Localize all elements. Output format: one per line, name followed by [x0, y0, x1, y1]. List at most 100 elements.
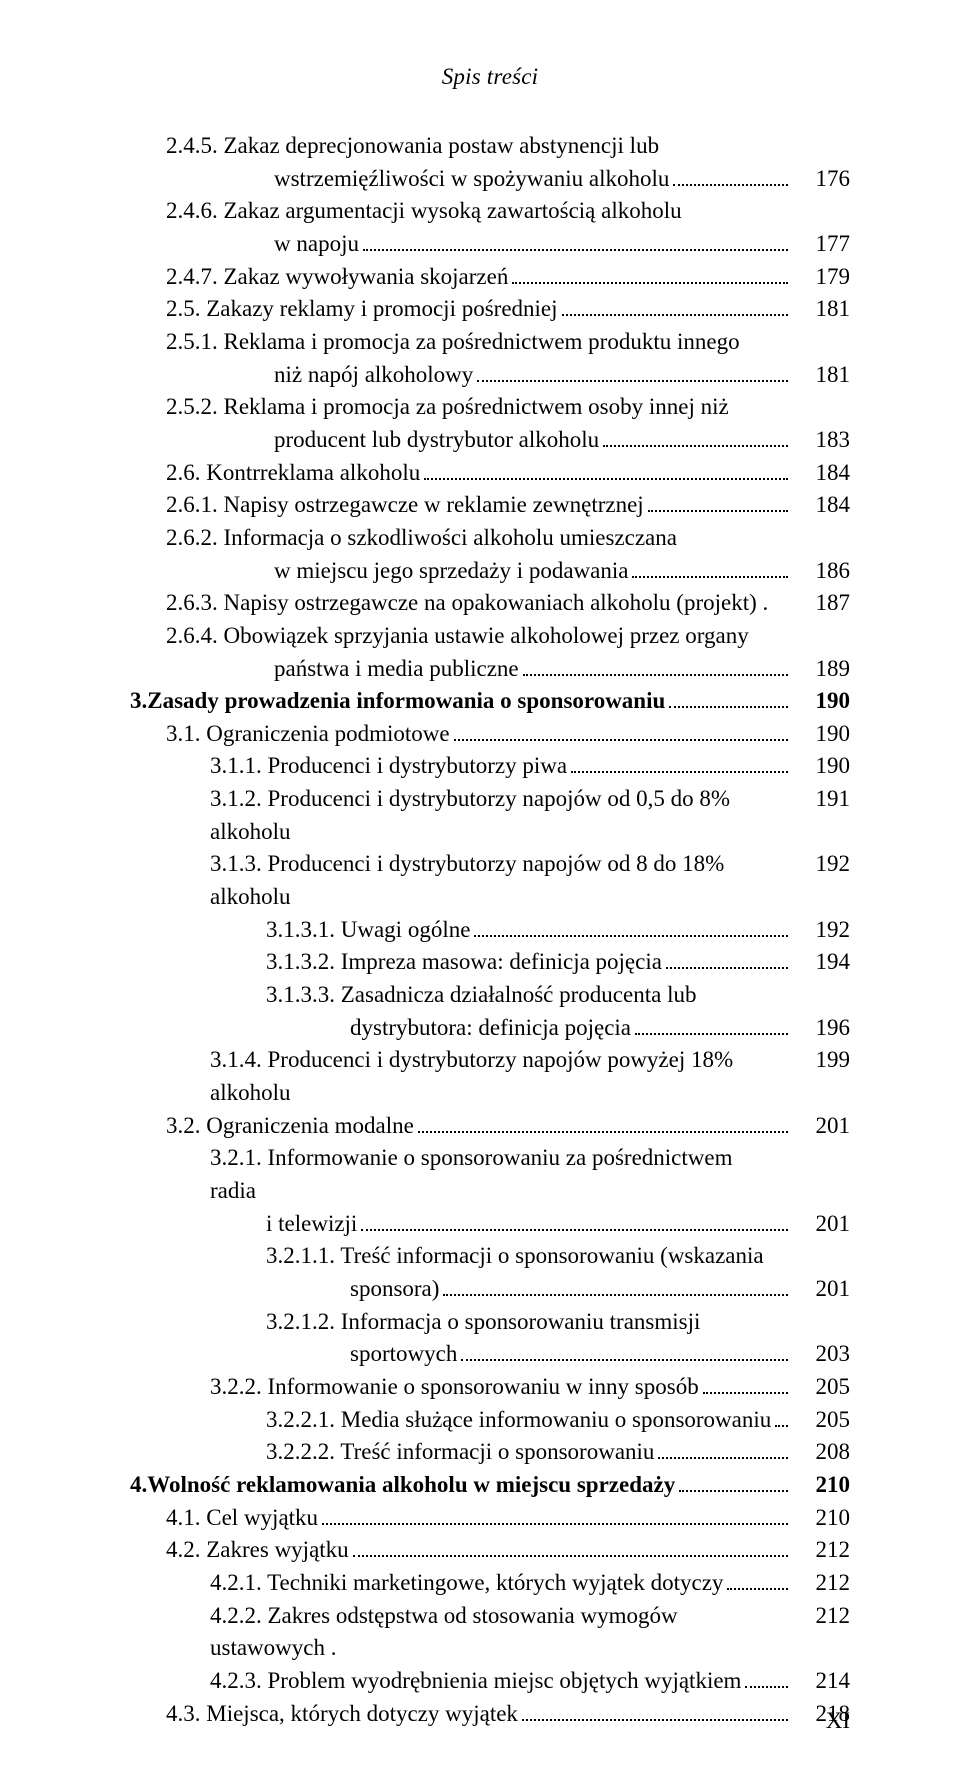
toc-row: sponsora)201 — [130, 1273, 850, 1306]
leader-dots — [512, 267, 788, 284]
leader-dots — [703, 1377, 788, 1394]
toc-label: w miejscu jego sprzedaży i podawania — [274, 555, 628, 588]
toc-label: państwa i media publiczne — [274, 653, 519, 686]
toc-label: 4.2.2. Zakres odstępstwa od stosowania w… — [210, 1600, 782, 1665]
toc-row: 3.1.3.3. Zasadnicza działalność producen… — [130, 979, 850, 1012]
toc-row: 2.4.5. Zakaz deprecjonowania postaw abst… — [130, 130, 850, 163]
toc-label: 2.6.1. Napisy ostrzegawcze w reklamie ze… — [166, 489, 644, 522]
leader-dots — [443, 1279, 788, 1296]
toc-label: 4.2. Zakres wyjątku — [166, 1534, 349, 1567]
page-number: XI — [826, 1708, 850, 1734]
toc-page: 190 — [794, 750, 850, 783]
leader-dots — [523, 659, 788, 676]
toc-page: 201 — [794, 1273, 850, 1306]
toc-label: 2.4.6. Zakaz argumentacji wysoką zawarto… — [166, 195, 682, 228]
toc-label: 2.4.7. Zakaz wywoływania skojarzeń — [166, 261, 508, 294]
leader-dots — [745, 1671, 788, 1688]
toc-label: niż napój alkoholowy — [274, 359, 473, 392]
toc-label: 4.2.1. Techniki marketingowe, których wy… — [210, 1567, 723, 1600]
toc-number: 3. — [130, 685, 147, 718]
toc-row: 3.1. Ograniczenia podmiotowe 190 — [130, 718, 850, 751]
toc-label: 2.5. Zakazy reklamy i promocji pośrednie… — [166, 293, 558, 326]
toc-row: dystrybutora: definicja pojęcia196 — [130, 1012, 850, 1045]
toc-page: 179 — [794, 261, 850, 294]
toc-label: 2.6. Kontrreklama alkoholu — [166, 457, 420, 490]
toc-label: wstrzemięźliwości w spożywaniu alkoholu — [274, 163, 669, 196]
toc-row: sportowych 203 — [130, 1338, 850, 1371]
toc-page: 203 — [794, 1338, 850, 1371]
toc-label: Zasady prowadzenia informowania o sponso… — [147, 685, 665, 718]
toc-page: 184 — [794, 489, 850, 522]
toc-row: w miejscu jego sprzedaży i podawania186 — [130, 555, 850, 588]
toc-page: 189 — [794, 653, 850, 686]
toc-row: 4.2.1. Techniki marketingowe, których wy… — [130, 1567, 850, 1600]
leader-dots — [461, 1344, 788, 1361]
toc-row: 3.1.3. Producenci i dystrybutorzy napojó… — [130, 848, 850, 913]
toc-label: producent lub dystrybutor alkoholu — [274, 424, 599, 457]
toc-label: w napoju — [274, 228, 359, 261]
toc-label: 2.5.2. Reklama i promocja za pośrednictw… — [166, 391, 729, 424]
toc-page: 212 — [794, 1534, 850, 1567]
toc-page: 214 — [794, 1665, 850, 1698]
toc-row: 2.5. Zakazy reklamy i promocji pośrednie… — [130, 293, 850, 326]
toc-label: 3.2.1.1. Treść informacji o sponsorowani… — [266, 1240, 764, 1273]
toc-label: 3.2.2. Informowanie o sponsorowaniu w in… — [210, 1371, 699, 1404]
toc-page: 176 — [794, 163, 850, 196]
toc-label: 3.2.2.2. Treść informacji o sponsorowani… — [266, 1436, 654, 1469]
toc-label: 4.3. Miejsca, których dotyczy wyjątek — [166, 1698, 518, 1731]
leader-dots — [522, 1704, 788, 1721]
toc-label: 3.1.3. Producenci i dystrybutorzy napojó… — [210, 848, 782, 913]
leader-dots — [775, 1410, 788, 1427]
toc-page: 201 — [794, 1110, 850, 1143]
toc-label: 4.1. Cel wyjątku — [166, 1502, 318, 1535]
leader-dots — [571, 757, 788, 774]
toc-row: 2.6.4. Obowiązek sprzyjania ustawie alko… — [130, 620, 850, 653]
toc-row: 3.2.1. Informowanie o sponsorowaniu za p… — [130, 1142, 850, 1207]
toc-row: 3.1.1. Producenci i dystrybutorzy piwa19… — [130, 750, 850, 783]
toc-page: 183 — [794, 424, 850, 457]
toc-row: 2.6. Kontrreklama alkoholu 184 — [130, 457, 850, 490]
leader-dots — [562, 299, 788, 316]
toc-row: 3.2.2.2. Treść informacji o sponsorowani… — [130, 1436, 850, 1469]
toc-row: 4.2.2. Zakres odstępstwa od stosowania w… — [130, 1600, 850, 1665]
toc-label: 3.1. Ograniczenia podmiotowe — [166, 718, 450, 751]
leader-dots — [603, 430, 788, 447]
toc-row: 2.5.1. Reklama i promocja za pośrednictw… — [130, 326, 850, 359]
toc-label: 3.1.3.3. Zasadnicza działalność producen… — [266, 979, 696, 1012]
toc-page: 201 — [794, 1208, 850, 1241]
toc-label: 3.2.1. Informowanie o sponsorowaniu za p… — [210, 1142, 782, 1207]
toc-row: 4.3. Miejsca, których dotyczy wyjątek218 — [130, 1698, 850, 1731]
toc-page: 181 — [794, 359, 850, 392]
toc-label: 2.4.5. Zakaz deprecjonowania postaw abst… — [166, 130, 659, 163]
toc-label: i telewizji — [266, 1208, 357, 1241]
toc-row: 3.2.1.1. Treść informacji o sponsorowani… — [130, 1240, 850, 1273]
leader-dots — [361, 1214, 788, 1231]
toc-page: 181 — [794, 293, 850, 326]
toc-page: 177 — [794, 228, 850, 261]
toc-page: 210 — [794, 1502, 850, 1535]
toc-row: państwa i media publiczne 189 — [130, 653, 850, 686]
toc-row: 2.5.2. Reklama i promocja za pośrednictw… — [130, 391, 850, 424]
toc-label: 2.6.2. Informacja o szkodliwości alkohol… — [166, 522, 677, 555]
toc-row: producent lub dystrybutor alkoholu 183 — [130, 424, 850, 457]
toc-row: 3. Zasady prowadzenia informowania o spo… — [130, 685, 850, 718]
leader-dots — [727, 1573, 788, 1590]
toc-row: 2.6.2. Informacja o szkodliwości alkohol… — [130, 522, 850, 555]
toc-row: 4.1. Cel wyjątku 210 — [130, 1502, 850, 1535]
leader-dots — [474, 920, 788, 937]
leader-dots — [669, 691, 788, 708]
toc-label: Wolność reklamowania alkoholu w miejscu … — [147, 1469, 675, 1502]
toc-label: 3.2.2.1. Media służące informowaniu o sp… — [266, 1404, 771, 1437]
leader-dots — [666, 952, 788, 969]
toc-label: dystrybutora: definicja pojęcia — [350, 1012, 631, 1045]
toc-page: 205 — [794, 1404, 850, 1437]
toc-page: 190 — [794, 685, 850, 718]
toc-page: 208 — [794, 1436, 850, 1469]
toc-label: 3.1.3.2. Impreza masowa: definicja pojęc… — [266, 946, 662, 979]
toc-page: 184 — [794, 457, 850, 490]
toc-label: sportowych — [350, 1338, 457, 1371]
toc-page: 192 — [794, 848, 850, 881]
toc-row: i telewizji 201 — [130, 1208, 850, 1241]
toc-page: 190 — [794, 718, 850, 751]
toc-label: 2.6.3. Napisy ostrzegawcze na opakowania… — [166, 587, 768, 620]
